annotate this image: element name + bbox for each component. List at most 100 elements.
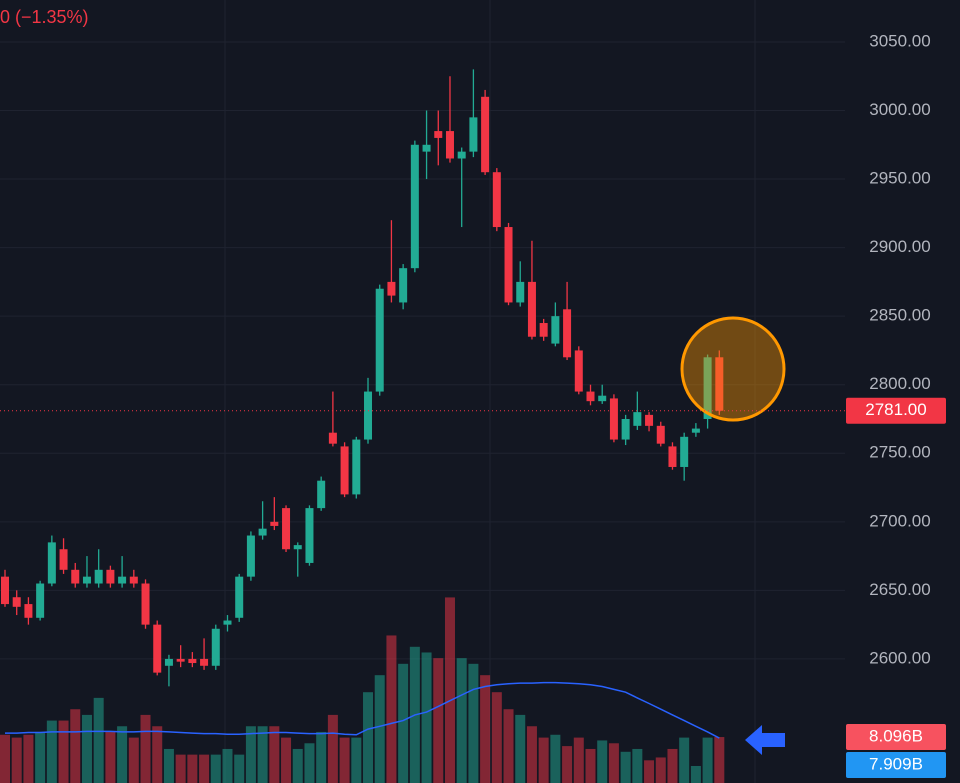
candle-body bbox=[609, 398, 618, 440]
volume-bar bbox=[550, 734, 561, 783]
volume-bar bbox=[386, 635, 397, 783]
candle-body bbox=[47, 542, 56, 584]
volume-bar bbox=[702, 737, 713, 783]
volume-bar bbox=[152, 726, 163, 783]
volume-bar bbox=[538, 737, 549, 783]
candle-body bbox=[586, 391, 595, 402]
volume-bar bbox=[93, 697, 104, 783]
y-tick-label: 2900.00 bbox=[869, 237, 930, 256]
candle-body bbox=[434, 131, 443, 138]
candle-body bbox=[305, 508, 314, 563]
candle-body bbox=[188, 658, 197, 664]
volume-bar bbox=[210, 754, 221, 783]
candle-body bbox=[691, 428, 700, 433]
highlight-circle bbox=[680, 316, 786, 422]
volume-ma-line bbox=[5, 681, 720, 739]
candle-body bbox=[12, 597, 21, 607]
candle-body bbox=[539, 323, 548, 337]
volume-bar bbox=[632, 748, 643, 783]
candle-layer bbox=[1, 69, 724, 687]
candle-body bbox=[352, 439, 361, 495]
volume-bar bbox=[363, 692, 374, 783]
volume-bar bbox=[105, 731, 116, 783]
candle-body bbox=[551, 316, 560, 344]
pointer-arrow bbox=[745, 725, 785, 755]
volume-bar bbox=[163, 748, 174, 783]
volume-bar bbox=[58, 720, 69, 783]
candle-body bbox=[387, 281, 396, 296]
candle-body bbox=[200, 658, 209, 666]
volume-bar bbox=[81, 714, 92, 783]
candle-body bbox=[118, 576, 127, 584]
volume-bar bbox=[199, 754, 210, 783]
candle-body bbox=[621, 418, 630, 440]
candle-body bbox=[270, 521, 279, 526]
y-tick-label: 3000.00 bbox=[869, 100, 930, 119]
candle-body bbox=[153, 624, 162, 673]
volume-layer bbox=[0, 597, 725, 783]
candle-body bbox=[516, 281, 525, 303]
volume-bar bbox=[140, 714, 151, 783]
volume-bar bbox=[421, 652, 432, 783]
volume-bar bbox=[304, 743, 315, 783]
y-tick-label: 2950.00 bbox=[869, 169, 930, 188]
candle-body bbox=[82, 576, 91, 584]
candle-body bbox=[364, 391, 373, 440]
volume-bar bbox=[117, 726, 128, 783]
volume-bar bbox=[327, 714, 338, 783]
candle-body bbox=[680, 436, 689, 467]
volume-bar bbox=[222, 748, 233, 783]
volume-label-box bbox=[846, 724, 946, 751]
candle-body bbox=[71, 569, 80, 584]
candle-body bbox=[164, 658, 173, 666]
candle-body bbox=[328, 432, 337, 444]
volume-bar bbox=[292, 748, 303, 783]
volume-bar bbox=[0, 734, 10, 783]
candle-body bbox=[715, 357, 724, 411]
candle-body bbox=[668, 446, 677, 467]
candle-body bbox=[457, 151, 466, 159]
candle-body bbox=[317, 480, 326, 509]
last-price-box bbox=[846, 397, 946, 424]
volume-bar bbox=[433, 658, 444, 783]
candle-body bbox=[469, 117, 478, 152]
candle-body bbox=[527, 281, 536, 337]
volume-bar bbox=[35, 731, 46, 783]
candle-body bbox=[59, 549, 68, 570]
volume-bar bbox=[269, 726, 280, 783]
candle-body bbox=[445, 131, 454, 159]
candle-body bbox=[293, 545, 302, 550]
candle-body bbox=[563, 309, 572, 358]
volume-bar bbox=[655, 757, 666, 783]
volume-bar bbox=[316, 731, 327, 783]
volume-bar bbox=[491, 692, 502, 783]
candle-body bbox=[282, 508, 291, 550]
volume-bar bbox=[339, 737, 350, 783]
volume-bar bbox=[281, 737, 292, 783]
volume-bar bbox=[128, 737, 139, 783]
volume-bar bbox=[374, 675, 385, 783]
volume-bar bbox=[187, 754, 198, 783]
candle-body bbox=[235, 576, 244, 618]
volume-bar bbox=[690, 765, 701, 783]
volume-ma-label-box bbox=[846, 752, 946, 779]
candle-body bbox=[399, 268, 408, 303]
candle-body bbox=[36, 583, 45, 618]
candle-body bbox=[129, 576, 138, 584]
candle-body bbox=[633, 412, 642, 426]
candle-body bbox=[211, 628, 220, 666]
volume-bar bbox=[515, 714, 526, 783]
volume-bar bbox=[667, 748, 678, 783]
volume-bar bbox=[257, 726, 268, 783]
candle-body bbox=[422, 144, 431, 152]
volume-bar bbox=[585, 748, 596, 783]
y-tick-label: 2600.00 bbox=[869, 648, 930, 667]
volume-bar bbox=[11, 737, 22, 783]
volume-bar bbox=[70, 709, 81, 783]
price-axis: 2600.00 2650.00 2700.00 2750.00 2800.00 2850.… bbox=[869, 31, 930, 667]
candle-body bbox=[656, 425, 665, 444]
grid bbox=[0, 41, 845, 660]
y-tick-label: 2700.00 bbox=[869, 511, 930, 530]
candle-body bbox=[375, 288, 384, 392]
volume-bar bbox=[526, 726, 537, 783]
